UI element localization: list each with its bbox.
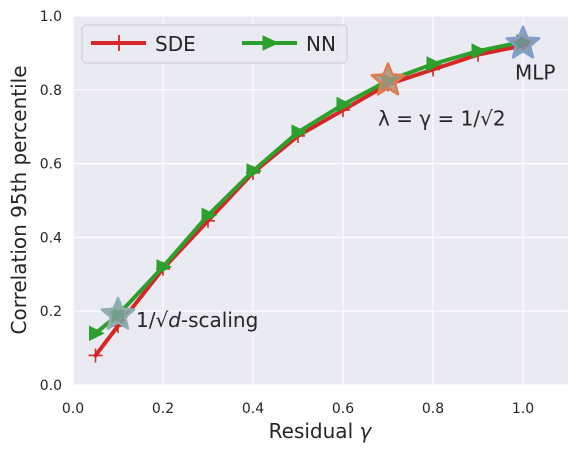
x-axis-label-symbol: γ	[359, 419, 372, 443]
data-point-sde	[88, 348, 103, 363]
x-axis-label: Residual γ	[269, 419, 373, 443]
y-tick-label: 1.0	[40, 9, 62, 25]
highlight-star-lambda	[370, 62, 406, 96]
plot-background	[73, 16, 568, 385]
y-tick-label: 0.8	[40, 83, 62, 99]
x-tick-label: 0.6	[332, 401, 354, 417]
data-point-nn	[201, 207, 218, 224]
tick-labels: 0.0 0.2 0.4 0.6 0.8 1.0 0.0 0.2 0.4 0.6 0.8 1.0	[40, 9, 534, 417]
legend-marker-sde	[111, 35, 127, 51]
y-tick-label: 0.2	[40, 304, 62, 320]
x-tick-label: 0.8	[422, 401, 444, 417]
highlight-label: 1/√d-scaling	[136, 308, 258, 332]
data-point-nn	[426, 56, 443, 72]
data-point-nn	[336, 96, 353, 113]
legend-label-sde: SDE	[155, 32, 196, 56]
x-axis-label-main: Residual	[269, 419, 360, 443]
data-point-nn	[89, 325, 105, 342]
data-point-nn	[156, 259, 173, 275]
data-point-nn	[291, 124, 308, 141]
legend: SDE NN	[81, 24, 348, 64]
legend-marker-nn	[262, 35, 280, 51]
legend-entry-sde: SDE	[91, 32, 196, 56]
legend-entry-nn: NN	[242, 32, 336, 56]
legend-label-nn: NN	[306, 32, 336, 56]
legend-box	[81, 24, 348, 64]
grid-lines	[72, 15, 568, 386]
y-tick-label: 0.4	[40, 230, 62, 246]
highlight-star-mlp	[505, 25, 541, 59]
y-axis-label: Correlation 95th percentile	[7, 66, 31, 335]
x-tick-label: 1.0	[512, 401, 534, 417]
y-tick-label: 0.6	[40, 157, 62, 173]
x-tick-label: 0.4	[242, 401, 264, 417]
highlight-star-sqrt-d	[100, 296, 136, 330]
x-tick-label: 0.0	[62, 401, 84, 417]
y-tick-label: 0.0	[40, 378, 62, 394]
data-point-nn	[246, 163, 263, 179]
highlight-label: MLP	[515, 61, 555, 85]
highlight-label: λ = γ = 1/√2	[378, 107, 506, 131]
x-tick-label: 0.2	[152, 401, 174, 417]
highlight-markers: 1/√d-scaling λ = γ = 1/√2 MLP	[100, 25, 555, 332]
data-point-nn	[471, 43, 488, 59]
